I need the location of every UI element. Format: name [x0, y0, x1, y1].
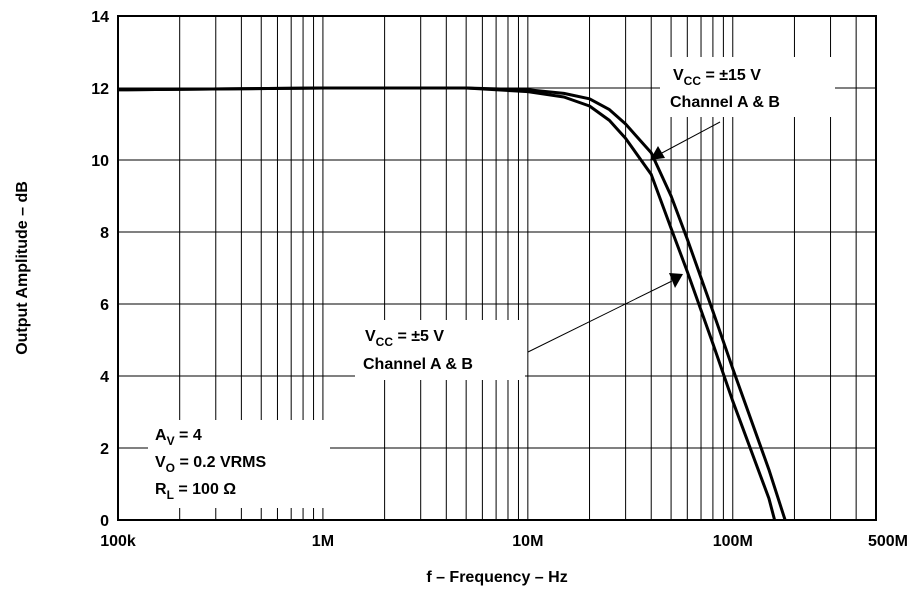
x-tick-label: 1M — [312, 533, 334, 550]
y-tick-label: 8 — [100, 225, 109, 242]
annotation-conditions-background — [148, 420, 330, 508]
y-tick-label: 6 — [100, 297, 109, 314]
y-tick-label: 10 — [91, 153, 109, 170]
series-line-vcc5 — [117, 86, 777, 521]
x-tick-label: 100k — [100, 533, 136, 550]
x-axis-title: f – Frequency – Hz — [426, 569, 567, 586]
condition-rl: RL = 100 Ω — [155, 481, 236, 502]
annotation-vcc15-line2: Channel A & B — [670, 94, 780, 111]
y-tick-label: 0 — [100, 513, 109, 530]
annotation-vcc5-line2: Channel A & B — [363, 356, 473, 373]
annotation-vcc15-arrowhead — [650, 146, 665, 160]
x-tick-label: 10M — [512, 533, 543, 550]
condition-av: AV = 4 — [155, 427, 202, 448]
y-tick-label: 2 — [100, 441, 109, 458]
x-tick-label: 100M — [713, 533, 753, 550]
grid — [118, 16, 876, 520]
annotation-vcc5-arrow — [527, 280, 673, 353]
annotation-vcc5-arrowhead — [669, 273, 683, 288]
annotation-vcc15-background — [660, 57, 835, 117]
annotation-vcc5-line1: VCC = ±5 V — [365, 328, 444, 349]
y-tick-label: 14 — [91, 9, 109, 26]
annotation-vcc15-arrow — [659, 121, 721, 155]
x-tick-label: 500M — [868, 533, 908, 550]
annotation-vcc5-background — [355, 320, 525, 380]
annotation-conditions: AV = 4 VO = 0.2 VRMS RL = 100 Ω — [148, 420, 330, 508]
tick-labels: 0 2 4 6 8 10 12 14 100k 1M 10M 100M 500M — [91, 9, 908, 550]
condition-vo: VO = 0.2 VRMS — [155, 454, 266, 475]
annotation-vcc15: VCC = ±15 V Channel A & B — [650, 57, 835, 160]
y-tick-label: 4 — [100, 369, 109, 386]
y-tick-label: 12 — [91, 81, 109, 98]
curves — [117, 86, 787, 521]
plot-frame — [117, 15, 877, 521]
annotation-vcc15-line1: VCC = ±15 V — [673, 67, 761, 88]
y-axis-title: Output Amplitude – dB — [14, 181, 31, 355]
annotation-vcc5: VCC = ±5 V Channel A & B — [355, 273, 683, 380]
